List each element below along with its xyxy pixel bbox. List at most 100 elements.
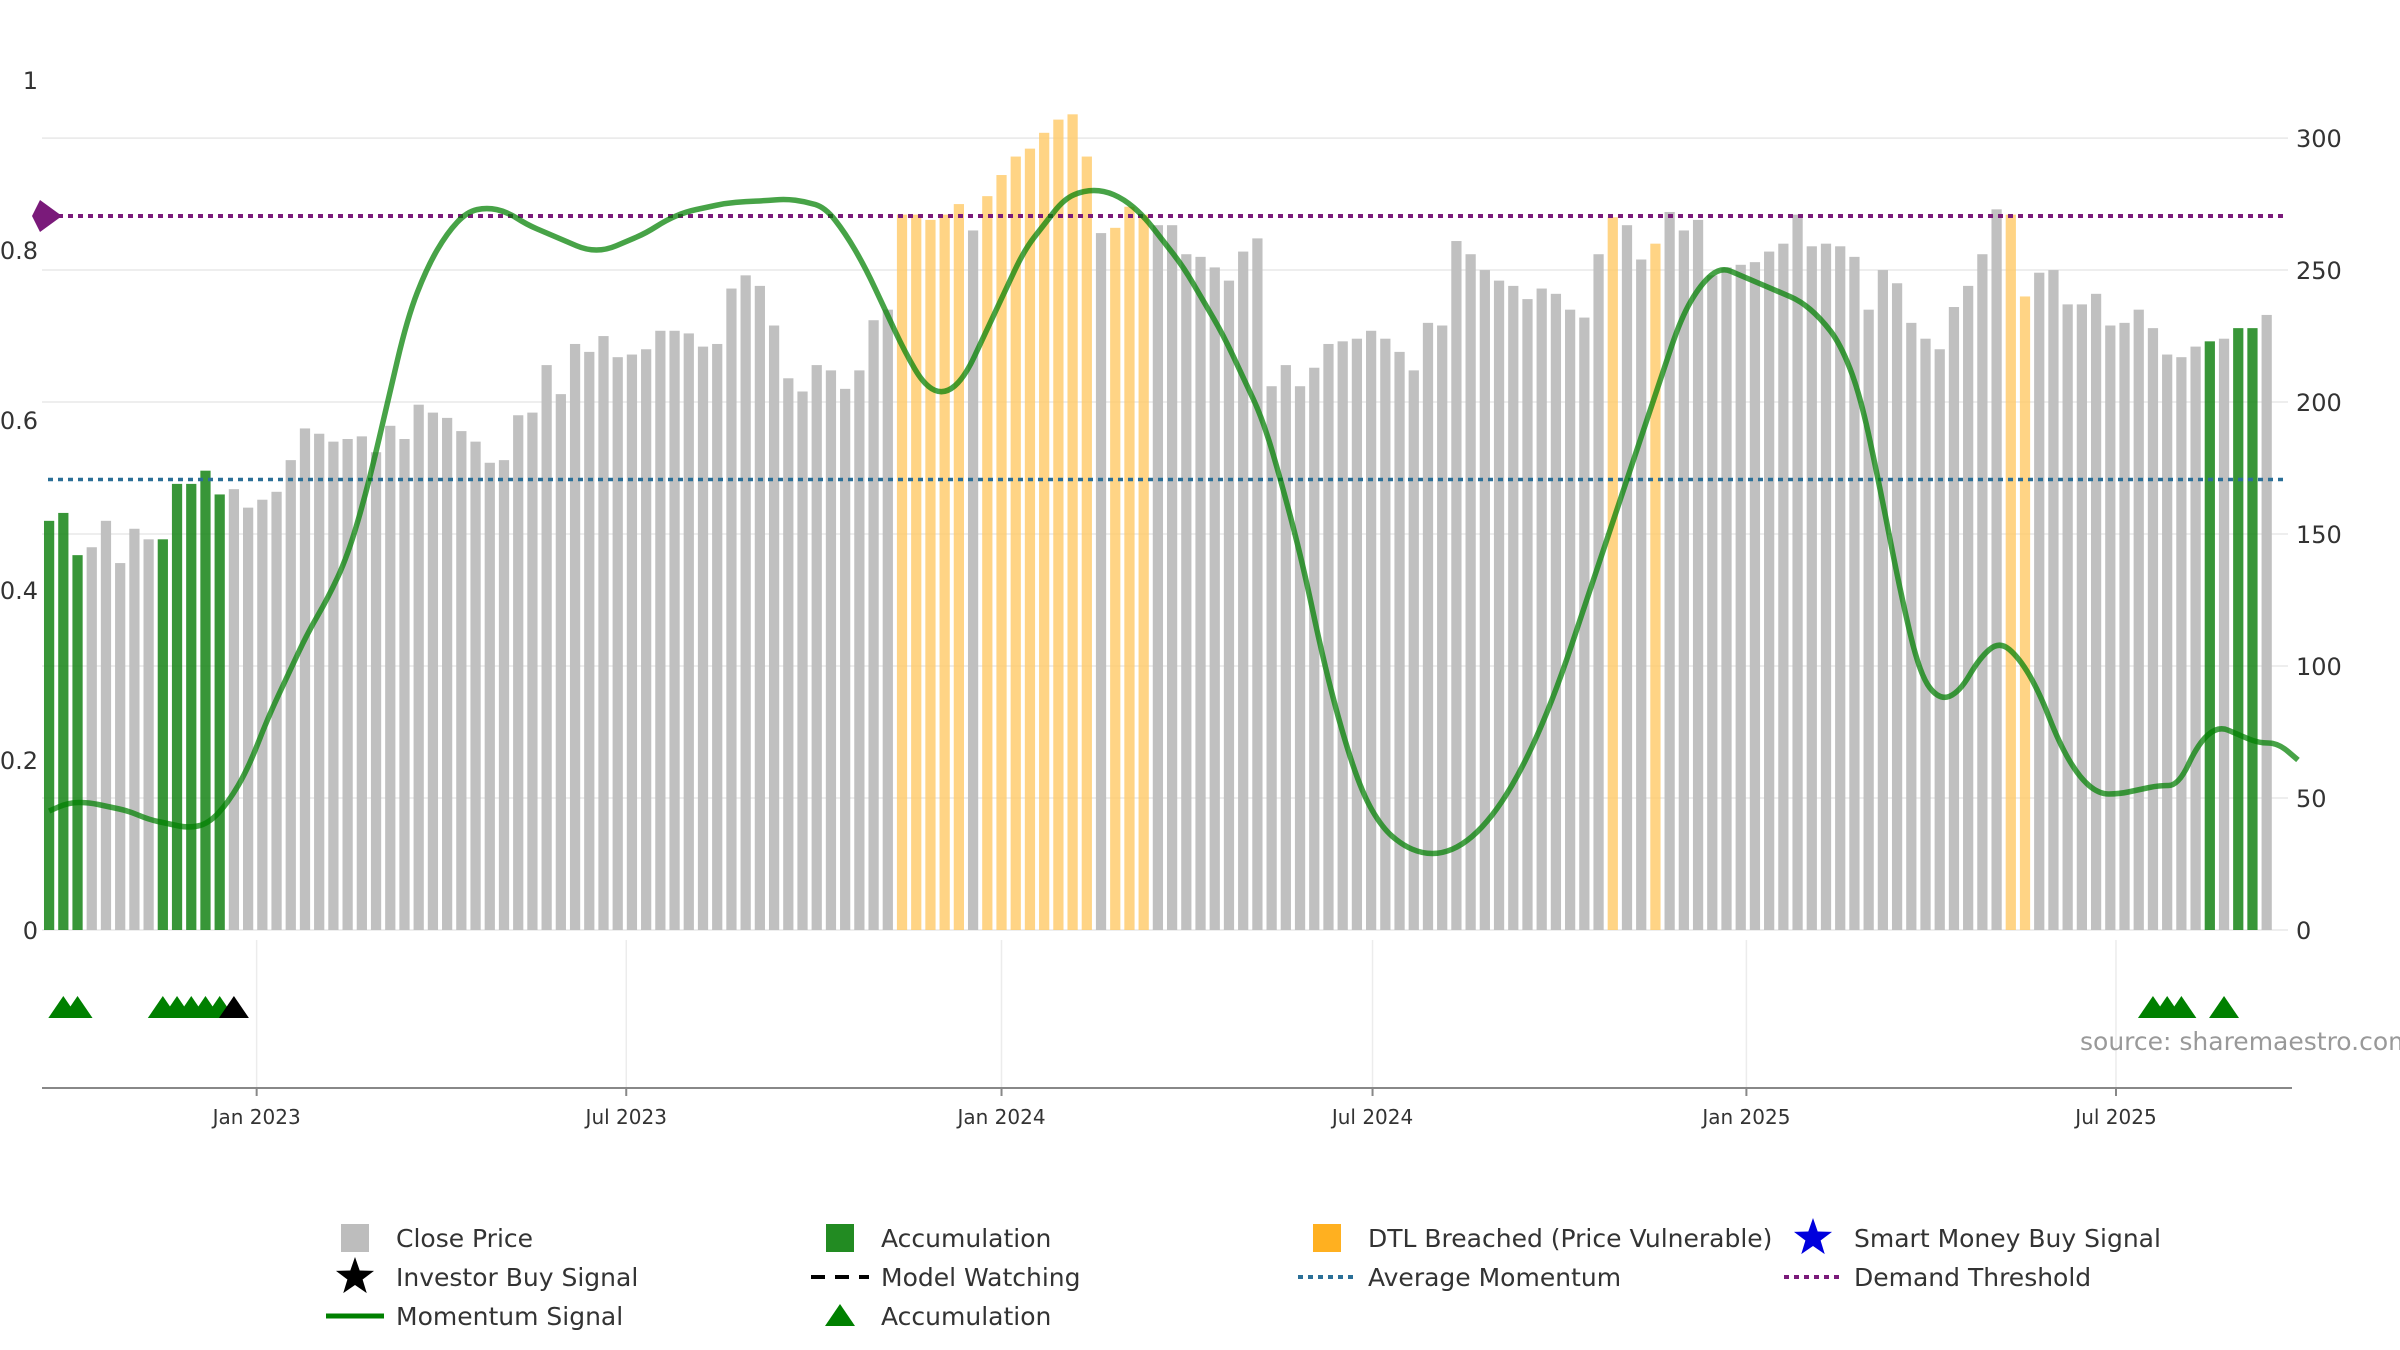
price-bar xyxy=(996,175,1007,930)
price-bar xyxy=(1110,227,1121,931)
right-axis-label: 150 xyxy=(2296,521,2342,549)
price-bar xyxy=(939,214,950,931)
price-bar xyxy=(1238,251,1249,930)
investor-buy-marker xyxy=(218,996,249,1018)
price-bar xyxy=(285,460,296,930)
left-axis-label: 0 xyxy=(23,917,38,945)
price-bar xyxy=(1877,270,1888,930)
legend-swatch xyxy=(1313,1224,1341,1252)
price-bar xyxy=(967,230,979,931)
price-bar xyxy=(612,357,623,930)
price-bar xyxy=(484,462,495,930)
legend-label: Average Momentum xyxy=(1368,1263,1621,1292)
legend-label: Accumulation xyxy=(881,1224,1051,1253)
price-bar xyxy=(555,394,566,930)
price-bar xyxy=(1806,246,1817,931)
price-bar xyxy=(811,365,822,931)
price-bar xyxy=(569,343,581,930)
price-bar xyxy=(1394,351,1405,930)
price-bar xyxy=(129,528,140,930)
legend-label: Close Price xyxy=(396,1224,533,1253)
price-bar xyxy=(1920,338,1931,930)
price-bar xyxy=(1820,243,1832,930)
price-bar xyxy=(1991,209,2002,930)
price-bar xyxy=(726,288,737,930)
price-bar xyxy=(2261,314,2272,931)
price-bar xyxy=(299,428,311,930)
price-bar xyxy=(1593,254,1604,930)
price-bar xyxy=(171,483,183,930)
price-bar xyxy=(2105,325,2116,930)
x-tick-label: Jul 2025 xyxy=(2073,1105,2156,1129)
right-axis-label: 300 xyxy=(2296,125,2342,153)
price-bar xyxy=(498,460,510,930)
x-tick-label: Jul 2024 xyxy=(1330,1105,1413,1129)
price-bar xyxy=(740,275,751,930)
price-bar xyxy=(1749,262,1761,931)
right-axis-label: 100 xyxy=(2296,653,2342,681)
price-bar xyxy=(2119,322,2130,930)
price-bar xyxy=(2190,346,2201,931)
price-bar xyxy=(1223,280,1235,931)
price-bar xyxy=(143,539,154,930)
price-bar xyxy=(1380,338,1391,930)
legend-label: Investor Buy Signal xyxy=(396,1263,638,1292)
left-axis-label: 0.2 xyxy=(0,747,38,775)
price-bar xyxy=(1366,330,1377,931)
price-bar xyxy=(626,354,638,930)
price-bar xyxy=(1209,267,1220,930)
accumulation-marker xyxy=(2166,996,2197,1018)
price-bar xyxy=(2076,304,2087,930)
price-bar xyxy=(1906,322,1917,930)
price-bar xyxy=(1252,238,1263,931)
price-bar xyxy=(1536,288,1547,930)
legend-label: Momentum Signal xyxy=(396,1302,623,1331)
price-bar xyxy=(2090,293,2102,930)
price-bar xyxy=(925,219,936,930)
price-bar xyxy=(470,441,481,930)
price-bar xyxy=(2019,296,2031,931)
price-bar xyxy=(1124,206,1135,930)
x-tick-label: Jan 2025 xyxy=(1700,1105,1790,1129)
price-bar xyxy=(1266,386,1277,930)
price-bar xyxy=(58,512,69,930)
price-bar xyxy=(1948,307,1960,930)
right-axis-label: 0 xyxy=(2296,917,2311,945)
price-bar xyxy=(115,563,126,930)
price-bar xyxy=(2162,354,2173,930)
price-bar xyxy=(328,441,339,930)
price-bar xyxy=(1479,270,1490,930)
price-bar xyxy=(271,491,282,930)
price-bar xyxy=(1095,233,1107,930)
price-bar xyxy=(527,412,538,930)
price-bar xyxy=(342,439,353,930)
legend-star-icon xyxy=(335,1257,375,1294)
price-bar xyxy=(1493,280,1505,931)
price-bar xyxy=(712,343,723,930)
price-bar xyxy=(200,470,211,930)
legend-label: DTL Breached (Price Vulnerable) xyxy=(1368,1224,1772,1253)
left-axis-label: 0.4 xyxy=(0,577,38,605)
price-bar xyxy=(157,539,168,930)
price-bar xyxy=(1863,309,1874,930)
legend-star-icon xyxy=(1793,1218,1833,1255)
price-bar xyxy=(655,330,666,931)
price-bar xyxy=(1451,241,1462,930)
price-bar xyxy=(1607,217,1618,930)
price-bar xyxy=(1792,214,1803,931)
price-bar xyxy=(1437,325,1448,930)
price-bar xyxy=(1508,285,1519,930)
price-bar xyxy=(1721,267,1732,930)
price-bar xyxy=(1522,299,1533,930)
price-bar xyxy=(882,309,893,930)
price-bar xyxy=(370,452,382,930)
price-bar xyxy=(1280,365,1291,931)
price-bar xyxy=(2218,338,2230,930)
demand-threshold-marker xyxy=(32,200,62,232)
price-bar xyxy=(1351,338,1363,930)
price-bar xyxy=(1678,230,1689,931)
price-bar xyxy=(2176,357,2187,930)
price-bar xyxy=(1039,132,1050,930)
price-bar xyxy=(754,285,765,930)
